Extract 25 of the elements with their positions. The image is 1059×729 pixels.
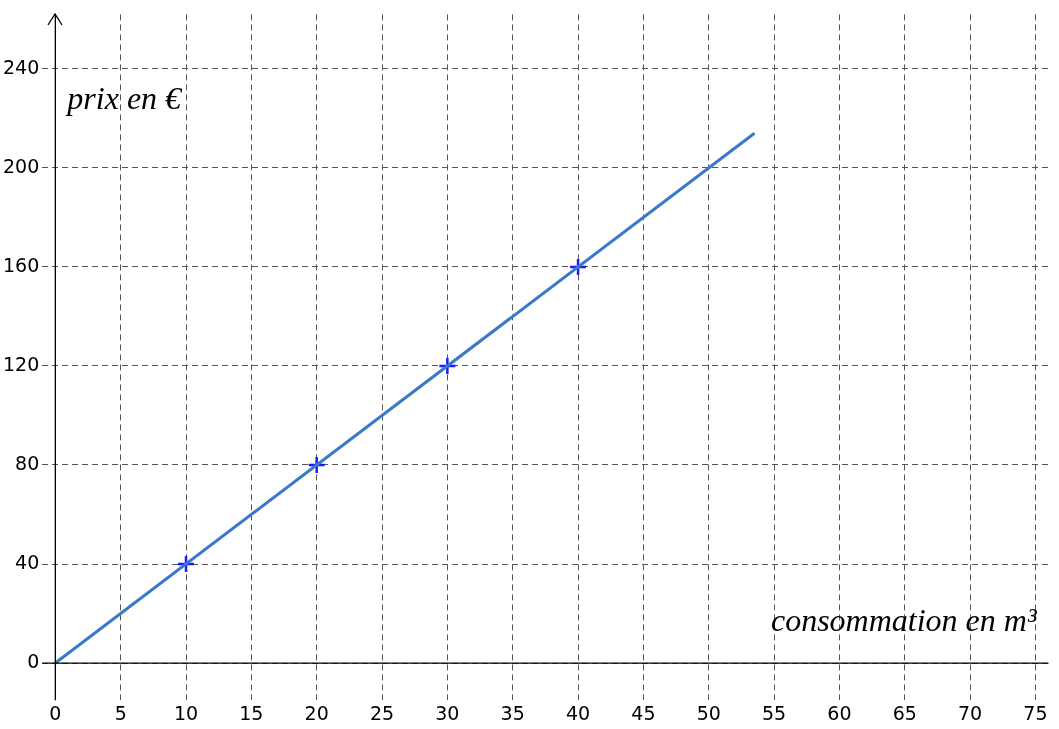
x-tick-label: 30 — [435, 701, 460, 724]
x-tick-label: 25 — [369, 701, 395, 724]
x-tick-label: 70 — [958, 701, 983, 724]
x-tick-label: 50 — [696, 701, 721, 724]
y-tick-label: 40 — [15, 550, 40, 573]
y-tick-label: 160 — [3, 253, 40, 276]
x-tick-label: 35 — [500, 701, 525, 724]
y-tick-label: 240 — [3, 55, 40, 78]
x-axis-title: consommation en m³ — [770, 602, 1037, 639]
x-tick-label: 20 — [304, 701, 329, 724]
y-tick-label: 200 — [3, 154, 40, 177]
x-tick-label: 55 — [761, 701, 787, 724]
x-tick-label: 45 — [631, 701, 656, 724]
y-tick-label: 0 — [27, 650, 40, 672]
y-tick-label: 120 — [3, 352, 40, 375]
x-tick-label: 10 — [173, 701, 199, 724]
y-axis-title: prix en € — [65, 80, 184, 117]
y-tick-label: 80 — [15, 451, 40, 474]
x-tick-label: 5 — [114, 701, 127, 724]
x-tick-label: 15 — [239, 701, 264, 724]
x-tick-label: 0 — [49, 701, 62, 724]
x-tick-label: 65 — [892, 701, 917, 724]
x-tick-label: 75 — [1023, 701, 1048, 724]
x-tick-label: 40 — [565, 701, 591, 724]
x-tick-label: 60 — [827, 701, 852, 724]
